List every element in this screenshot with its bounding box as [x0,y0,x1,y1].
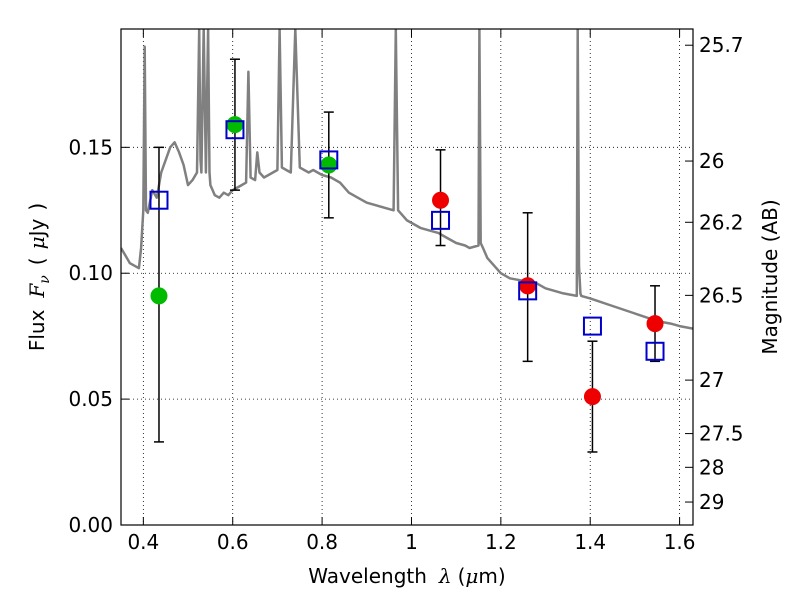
x-label-unit-mu: μ [465,564,478,588]
y2-tick-label: 25.7 [699,33,744,57]
y-tick-label: 0.00 [68,513,113,537]
red-flux-point [432,191,450,209]
x-tick-label: 1.4 [574,530,606,554]
model-band-square [645,341,665,361]
y2-tick-label: 27.5 [699,422,744,446]
y-label-subscript: ν [37,275,53,284]
x-tick-label: 1 [405,530,418,554]
y2-axis-label: Magnitude (AB) [758,199,782,354]
red-flux-point [583,388,601,406]
x-tick-label: 0.6 [217,530,249,554]
y-label-unit-mu: μ [25,236,49,249]
y2-tick-label: 28 [699,455,724,479]
model-layer [121,29,693,330]
ticks: 0.4 0.6 0.8 1 1.2 1.4 1.6 0.00 0.05 0.10 0.15 25.7 2… [68,29,744,554]
y-label-symbol: F [25,283,49,299]
x-tick-label: 1.2 [485,530,517,554]
green-flux-point [226,116,244,134]
model-sed-line [121,29,693,330]
y2-tick-label: 26 [699,149,724,173]
model-band-square [149,190,169,210]
y-axis-label: Flux Fν ( μJy) [25,203,53,351]
model-band-square [518,281,538,301]
y-label-unit-rest: Jy [25,218,49,238]
y-tick-label: 0.10 [68,261,113,285]
x-label-unit-open: ( [458,564,466,588]
model-band-square [431,210,451,230]
y2-tick-label: 26.2 [699,210,744,234]
y2-tick-label: 26.5 [699,283,744,307]
y-label-unit-close: ) [25,203,49,211]
x-tick-label: 0.4 [127,530,159,554]
green-flux-point [150,287,168,305]
markers [149,116,665,406]
x-label-prefix: Wavelength [308,564,427,588]
red-flux-point [646,315,664,333]
x-label-symbol: λ [438,564,452,588]
x-tick-label: 1.6 [664,530,696,554]
plot-frame [120,28,694,526]
model-band-square [582,316,602,336]
y-tick-label: 0.05 [68,387,113,411]
red-flux-point [519,277,537,295]
y-tick-label: 0.15 [68,135,113,159]
y-label-unit-open: ( [25,257,49,265]
x-axis-label: Wavelength λ (μm) [308,564,505,588]
x-tick-label: 0.8 [306,530,338,554]
y2-tick-label: 27 [699,368,724,392]
x-label-unit-rest: m) [478,564,505,588]
green-flux-point [320,156,338,174]
model-band-square [319,150,339,170]
plot-background [121,29,693,525]
y-label-prefix: Flux [25,309,49,351]
model-band-square [225,120,245,140]
y2-tick-label: 29 [699,490,724,514]
